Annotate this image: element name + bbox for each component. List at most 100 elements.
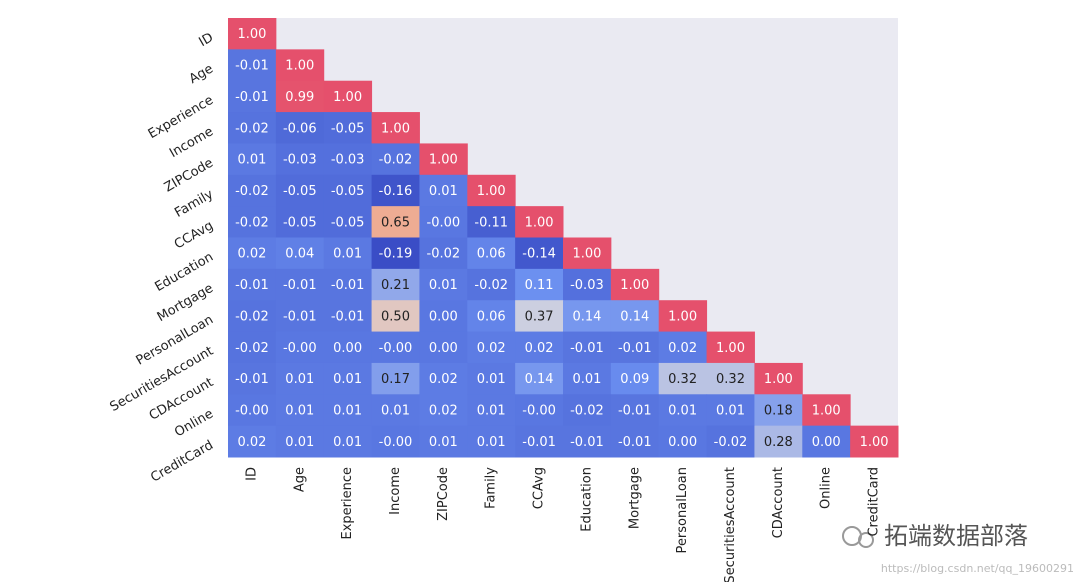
cell-label: -0.00 bbox=[379, 341, 413, 356]
cell-label: -0.01 bbox=[570, 435, 604, 450]
heatmap-cell bbox=[275, 112, 325, 144]
heatmap-cell bbox=[371, 362, 420, 395]
cell-label: 0.14 bbox=[572, 309, 601, 324]
cell-label: -0.02 bbox=[570, 403, 604, 418]
heatmap-cell bbox=[275, 425, 325, 458]
heatmap-cell bbox=[610, 268, 660, 301]
cell-label: 1.00 bbox=[716, 341, 745, 356]
x-tick-label: Mortgage bbox=[627, 467, 642, 529]
heatmap-cell bbox=[228, 394, 277, 427]
heatmap-cell bbox=[371, 174, 420, 207]
x-tick-label: Income bbox=[388, 467, 403, 515]
cell-label: 0.01 bbox=[716, 403, 745, 418]
heatmap-cell bbox=[467, 300, 516, 333]
cell-label: 1.00 bbox=[381, 121, 410, 136]
heatmap-cell bbox=[275, 268, 325, 301]
cell-label: 0.01 bbox=[333, 403, 362, 418]
cell-label: 0.01 bbox=[285, 403, 314, 418]
cell-label: 0.01 bbox=[429, 435, 458, 450]
cell-label: -0.02 bbox=[714, 435, 748, 450]
heatmap-cell bbox=[419, 362, 468, 395]
cell-label: -0.05 bbox=[331, 184, 365, 199]
cell-label: 0.01 bbox=[668, 403, 697, 418]
cell-label: 0.01 bbox=[429, 184, 458, 199]
heatmap-cell bbox=[563, 268, 612, 301]
heatmap-cell bbox=[515, 362, 564, 395]
heatmap-cell bbox=[563, 425, 612, 458]
heatmap-cell bbox=[419, 237, 468, 270]
heatmap-cell bbox=[323, 143, 373, 176]
heatmap-cell bbox=[275, 49, 325, 82]
cell-label: -0.05 bbox=[331, 215, 365, 230]
cell-label: -0.02 bbox=[474, 278, 508, 293]
heatmap-cell bbox=[754, 425, 803, 458]
cell-label: 0.02 bbox=[429, 403, 458, 418]
heatmap-cell bbox=[275, 394, 325, 427]
heatmap-cell bbox=[371, 394, 420, 427]
heatmap-cell bbox=[754, 394, 803, 427]
cell-label: 0.01 bbox=[429, 278, 458, 293]
x-tick-label: ZIPCode bbox=[436, 467, 451, 521]
heatmap-cell bbox=[228, 237, 277, 270]
heatmap-cell bbox=[419, 268, 468, 301]
cell-label: 0.17 bbox=[381, 372, 410, 387]
cell-label: 0.28 bbox=[764, 435, 793, 450]
heatmap-cell bbox=[228, 425, 277, 458]
x-tick-label: Experience bbox=[340, 467, 355, 540]
cell-label: -0.01 bbox=[522, 435, 556, 450]
cell-label: 0.01 bbox=[333, 247, 362, 262]
heatmap-cell bbox=[515, 331, 564, 364]
cell-label: -0.03 bbox=[331, 153, 365, 168]
cell-label: 1.00 bbox=[237, 27, 266, 42]
heatmap-cell bbox=[515, 300, 564, 333]
cell-label: 0.14 bbox=[525, 372, 554, 387]
heatmap-cell bbox=[228, 143, 277, 176]
heatmap-cell bbox=[228, 174, 277, 207]
heatmap-cell bbox=[467, 394, 516, 427]
cell-label: 0.00 bbox=[812, 435, 841, 450]
heatmap-cell bbox=[371, 237, 420, 270]
cell-label: -0.01 bbox=[331, 278, 365, 293]
heatmap-cell bbox=[275, 300, 325, 333]
heatmap-cell bbox=[323, 331, 373, 364]
heatmap-cell bbox=[323, 394, 373, 427]
cell-label: 0.01 bbox=[333, 435, 362, 450]
heatmap-cell bbox=[228, 18, 277, 50]
heatmap-cell bbox=[323, 425, 373, 458]
heatmap-cell bbox=[467, 268, 516, 301]
heatmap-cell bbox=[706, 362, 755, 395]
watermark: 拓端数据部落 https://blog.csdn.net/qq_19600291 bbox=[842, 522, 1074, 575]
cell-label: 0.01 bbox=[477, 372, 506, 387]
cell-label: 0.04 bbox=[285, 247, 314, 262]
cell-label: -0.01 bbox=[618, 341, 652, 356]
heatmap-cell bbox=[610, 300, 660, 333]
cell-label: 0.01 bbox=[477, 403, 506, 418]
heatmap-cell bbox=[228, 331, 277, 364]
heatmap-cell bbox=[228, 268, 277, 301]
heatmap-cell bbox=[515, 206, 564, 238]
heatmap-cell bbox=[371, 300, 420, 333]
watermark-icon bbox=[842, 526, 862, 546]
heatmap-cell bbox=[275, 331, 325, 364]
cell-label: -0.01 bbox=[235, 372, 269, 387]
cell-label: 0.00 bbox=[429, 341, 458, 356]
heatmap-cell bbox=[371, 268, 420, 301]
cell-label: 0.50 bbox=[381, 309, 410, 324]
cell-label: -0.16 bbox=[379, 184, 413, 199]
cell-label: -0.02 bbox=[235, 184, 269, 199]
cell-label: 0.00 bbox=[333, 341, 362, 356]
cell-label: 0.65 bbox=[381, 215, 410, 230]
y-tick-label: Family bbox=[172, 187, 216, 221]
cell-label: 0.02 bbox=[237, 435, 266, 450]
heatmap-cell bbox=[419, 143, 468, 176]
heatmap-cell bbox=[515, 237, 564, 270]
cell-label: -0.00 bbox=[283, 341, 317, 356]
cell-label: -0.02 bbox=[235, 341, 269, 356]
heatmap-cell bbox=[467, 174, 516, 207]
heatmap-cell bbox=[706, 425, 755, 458]
heatmap-cell bbox=[610, 425, 660, 458]
heatmap-cell bbox=[275, 143, 325, 176]
cell-label: -0.06 bbox=[283, 121, 317, 136]
cell-label: 0.02 bbox=[237, 247, 266, 262]
heatmap-cell bbox=[706, 394, 755, 427]
